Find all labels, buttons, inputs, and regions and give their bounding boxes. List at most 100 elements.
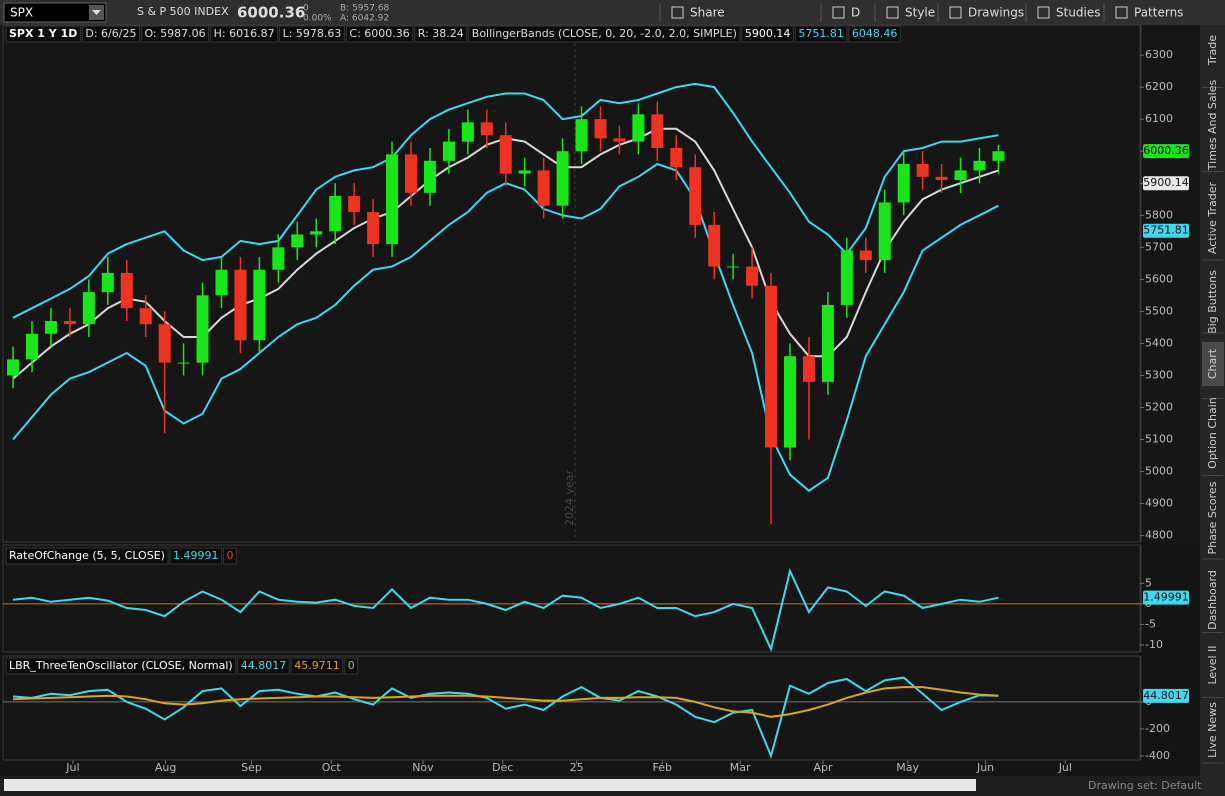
legend-box	[468, 25, 741, 43]
pane-frame	[2, 24, 1141, 543]
legend-box	[222, 547, 237, 565]
candle-body	[101, 272, 114, 293]
study-value: 0	[226, 549, 233, 562]
x-tick-label: Jul	[65, 761, 79, 774]
study-value: 0	[348, 659, 355, 672]
bid: B: 5957.68	[340, 4, 390, 14]
candle-body	[120, 272, 133, 309]
candle-body	[177, 362, 190, 364]
sidebar-tab[interactable]: Chart	[1206, 348, 1219, 379]
candle-body	[992, 151, 1005, 161]
study-value: 5900.14	[745, 27, 791, 40]
study-value: 5751.81	[798, 27, 844, 40]
legend-box	[140, 25, 210, 43]
study-value: 45.9711	[294, 659, 340, 672]
sidebar-tab[interactable]: Times And Sales	[1206, 80, 1219, 172]
legend-box	[169, 547, 222, 565]
candle-body	[348, 196, 361, 213]
candle-body	[329, 196, 342, 232]
y-tick-label: -10	[1145, 638, 1163, 651]
last-price: 6000.36	[237, 4, 305, 22]
button-label: Studies	[1056, 6, 1101, 20]
x-tick-label: Nov	[412, 761, 434, 774]
sidebar-tab[interactable]: Phase Scores	[1206, 481, 1219, 554]
button-label: Drawings	[968, 6, 1024, 20]
legend-box	[794, 25, 848, 43]
sidebar-tab-active	[1202, 342, 1224, 386]
x-tick-label: Aug	[155, 761, 176, 774]
sidebar-tab[interactable]: Trade	[1206, 35, 1219, 66]
candle-body	[196, 295, 209, 363]
legend-box	[279, 25, 345, 43]
last-value-label: 44.8017	[1143, 689, 1189, 702]
legend-box	[345, 25, 414, 43]
last-value-label: 5751.81	[1143, 224, 1189, 237]
watermark: 2024 year	[563, 470, 576, 527]
sidebar-tab[interactable]: Big Buttons	[1206, 270, 1219, 334]
ohlc-value: R: 38.24	[418, 27, 464, 40]
study-value: 44.8017	[241, 659, 287, 672]
candle-body	[632, 114, 645, 142]
study-value: 1.49991	[173, 549, 219, 562]
y-tick-label: 5300	[1145, 368, 1173, 381]
button-label: Style	[905, 6, 935, 20]
y-tick-label: -400	[1145, 749, 1170, 762]
ask: A: 6042.92	[340, 14, 389, 24]
candle-body	[708, 224, 721, 267]
sidebar-tab[interactable]: Dashboard	[1206, 570, 1219, 630]
study-name: BollingerBands (CLOSE, 0, 20, -2.0, 2.0,…	[472, 27, 737, 40]
last-value-box	[1143, 590, 1189, 605]
y-tick-label: 5100	[1145, 432, 1173, 445]
candle-body	[291, 234, 304, 248]
y-tick-label: 4800	[1145, 529, 1173, 542]
button-label: Share	[690, 6, 725, 20]
y-tick-label: 6100	[1145, 112, 1173, 125]
candle-body	[44, 320, 57, 334]
x-tick-label: Oct	[322, 761, 342, 774]
candle-body	[651, 114, 664, 149]
ohlc-value: H: 6016.87	[214, 27, 275, 40]
candle-body	[253, 269, 266, 341]
button-icon	[949, 6, 962, 19]
y-tick-label: 6300	[1145, 48, 1173, 61]
pane-title: LBR_ThreeTenOscillator (CLOSE, Normal)	[9, 659, 233, 672]
candle-body	[935, 176, 948, 181]
legend-box	[848, 25, 901, 43]
sidebar-tab[interactable]: Live News	[1206, 702, 1219, 758]
legend-box	[344, 657, 359, 675]
ohlc-value: L: 5978.63	[283, 27, 342, 40]
last-value-box	[1143, 176, 1189, 191]
candle-body	[499, 135, 512, 174]
candle-body	[25, 333, 38, 360]
button-icon	[832, 6, 845, 19]
candle-body	[897, 164, 910, 203]
legend-box	[741, 25, 794, 43]
x-tick-label: Apr	[813, 761, 833, 774]
candle-body	[537, 170, 550, 206]
sidebar-tab[interactable]: Active Trader	[1206, 181, 1219, 254]
legend-box	[81, 25, 140, 43]
candle-body	[404, 154, 417, 193]
toolbar	[0, 0, 1225, 25]
indicator-line	[12, 676, 999, 760]
legend-box	[290, 657, 344, 675]
candle-body	[821, 304, 834, 382]
symbol-input[interactable]	[3, 2, 107, 23]
dropdown-arrow	[92, 10, 101, 15]
candle-body	[442, 141, 455, 161]
candle-body	[234, 269, 247, 341]
candle-body	[859, 250, 872, 261]
last-value-label: 1.49991	[1143, 591, 1189, 604]
y-tick-label: 6200	[1145, 80, 1173, 93]
sidebar-tab[interactable]: Option Chain	[1206, 397, 1219, 469]
candle-body	[670, 148, 683, 168]
button-icon	[1037, 6, 1050, 19]
y-tick-label: 5000	[1145, 465, 1173, 478]
candle-body	[310, 231, 323, 235]
candle-body	[727, 266, 740, 268]
last-value-box	[1143, 144, 1189, 159]
scrollbar[interactable]	[4, 779, 976, 791]
y-tick-label: 5800	[1145, 208, 1173, 221]
sidebar-tab[interactable]: Level II	[1206, 645, 1219, 684]
button-icon	[886, 6, 899, 19]
